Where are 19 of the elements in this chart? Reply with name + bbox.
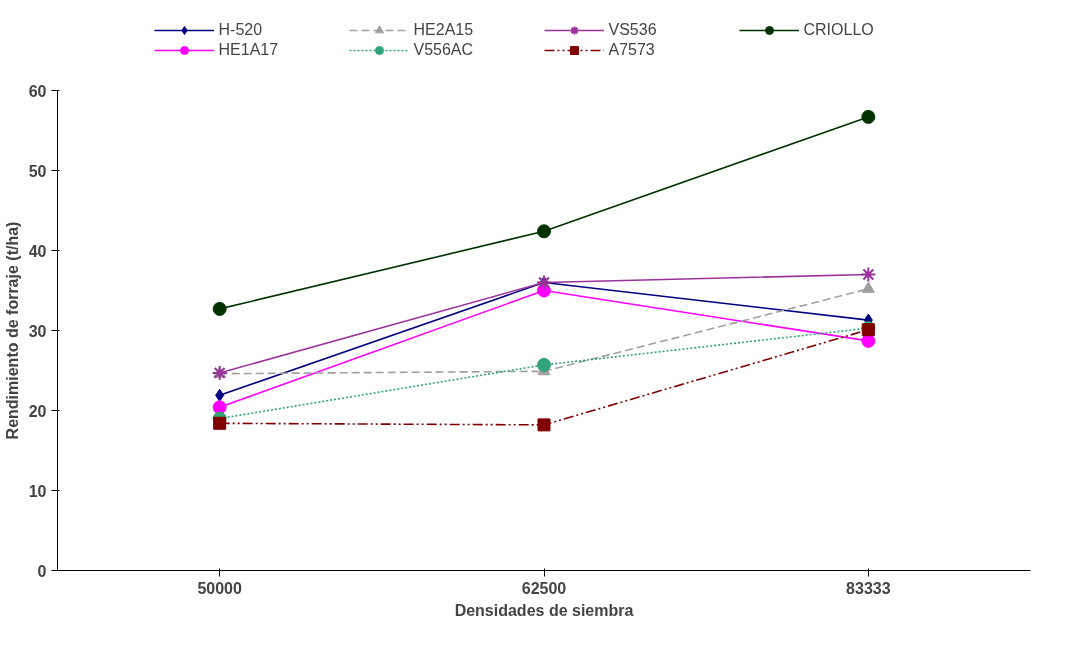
x-axis-title: Densidades de siembra: [454, 601, 634, 619]
y-tick-label: 50: [28, 162, 47, 180]
legend-label: CRIOLLO: [803, 21, 875, 39]
y-axis-title: Rendimiento de forraje (t/ha): [3, 221, 21, 440]
legend-label: A7573: [608, 41, 656, 59]
legend-label: H-520: [218, 21, 264, 39]
legend-label: V556AC: [413, 41, 475, 59]
x-tick-label: 50000: [197, 579, 243, 597]
y-tick-label: 0: [37, 562, 47, 580]
x-tick-label: 62500: [521, 579, 567, 597]
y-tick-label: 10: [28, 482, 47, 500]
legend-label: VS536: [608, 21, 658, 39]
y-tick-label: 40: [28, 242, 47, 260]
legend-label: HE1A17: [218, 41, 280, 59]
y-tick-label: 60: [28, 82, 47, 100]
y-tick-label: 30: [28, 322, 47, 340]
legend-label: HE2A15: [413, 21, 475, 39]
x-tick-label: 83333: [846, 579, 891, 597]
y-tick-label: 20: [28, 402, 47, 420]
